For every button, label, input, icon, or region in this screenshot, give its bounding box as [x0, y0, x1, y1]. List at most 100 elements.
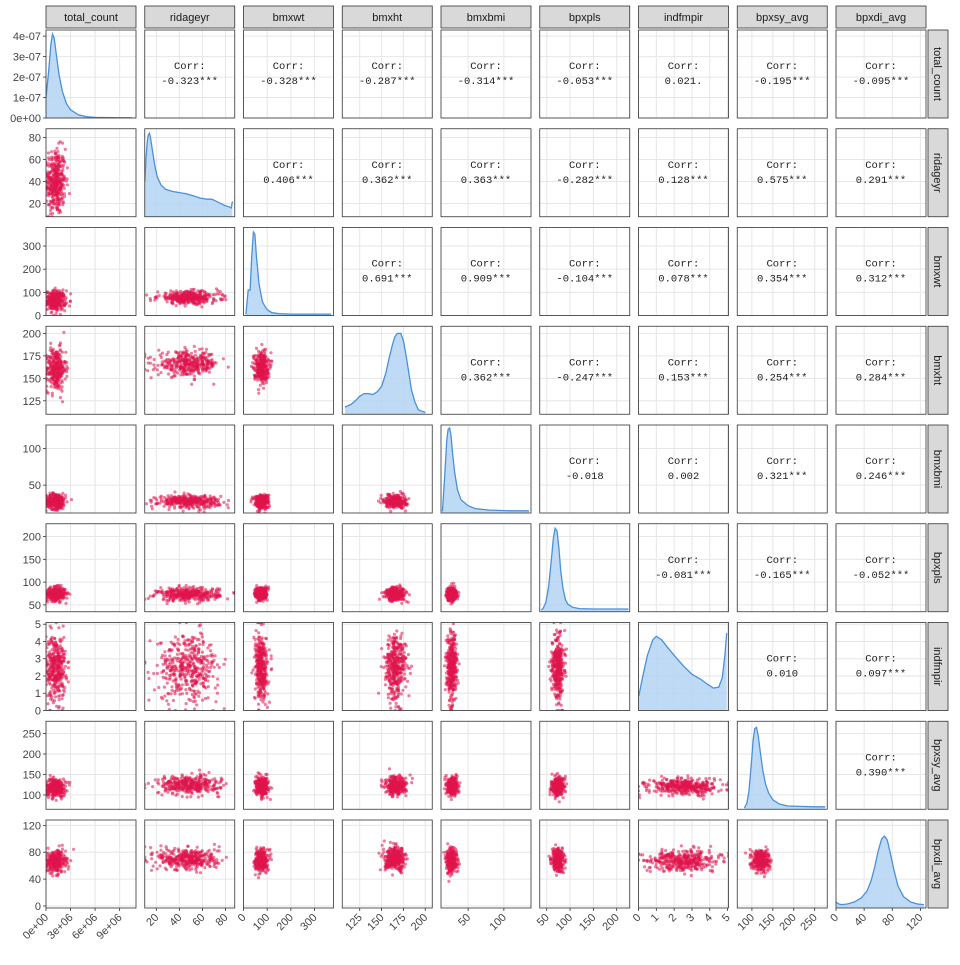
scatter-point — [226, 597, 229, 600]
scatter-point — [53, 190, 56, 193]
scatter-point — [197, 371, 200, 374]
scatter-point — [193, 589, 196, 592]
panel-bmxht-bmxbmi — [441, 326, 531, 414]
scatter-point — [50, 311, 53, 314]
scatter-point — [180, 366, 183, 369]
scatter-point — [211, 675, 214, 678]
scatter-point — [47, 663, 50, 666]
scatter-point — [209, 500, 212, 503]
scatter-point — [147, 677, 150, 680]
scatter-point — [59, 348, 62, 351]
scatter-point — [171, 295, 174, 298]
scatter-point — [222, 357, 225, 360]
scatter-point — [66, 183, 69, 186]
scatter-point — [183, 494, 186, 497]
scatter-point — [53, 356, 56, 359]
scatter-point — [156, 290, 159, 293]
scatter-point — [58, 299, 61, 302]
scatter-point — [181, 683, 184, 686]
scatter-point — [63, 161, 66, 164]
scatter-point — [208, 367, 211, 370]
panel-total_count-bpxdi_avg — [836, 30, 926, 118]
scatter-point — [61, 685, 64, 688]
scatter-point — [201, 593, 204, 596]
scatter-point — [48, 682, 51, 685]
scatter-point — [176, 502, 179, 505]
scatter-point — [206, 591, 209, 594]
scatter-point — [151, 507, 154, 510]
scatter-point — [69, 859, 72, 862]
panel-background — [836, 425, 926, 513]
scatter-point — [167, 508, 170, 511]
scatter-point — [166, 502, 169, 505]
scatter-point — [67, 660, 70, 663]
scatter-point — [60, 375, 63, 378]
scatter-point — [185, 297, 188, 300]
panel-background — [836, 721, 926, 809]
scatter-point — [184, 304, 187, 307]
scatter-point — [184, 602, 187, 605]
scatter-point — [191, 356, 194, 359]
panel-bpxpls-bpxsy_avg — [737, 524, 827, 612]
scatter-point — [64, 377, 67, 380]
scatter-point — [65, 676, 68, 679]
scatter-point — [218, 593, 221, 596]
scatter-point — [51, 180, 54, 183]
scatter-point — [208, 595, 211, 598]
panel-bmxht-indfmpir — [639, 326, 729, 414]
panel-background — [639, 30, 729, 118]
scatter-point — [61, 492, 64, 495]
scatter-point — [201, 347, 204, 350]
scatter-point — [66, 166, 69, 169]
scatter-point — [48, 864, 51, 867]
scatter-point — [59, 852, 62, 855]
panel-bmxbmi-indfmpir — [639, 425, 729, 513]
scatter-point — [64, 602, 67, 605]
scatter-point — [55, 784, 58, 787]
scatter-point — [64, 591, 67, 594]
scatter-point — [150, 499, 153, 502]
scatter-point — [218, 503, 221, 506]
scatter-point — [204, 496, 207, 499]
scatter-point — [184, 590, 187, 593]
scatter-point — [48, 642, 51, 645]
scatter-point — [185, 594, 188, 597]
scatter-point — [58, 353, 61, 356]
scatter-point — [153, 366, 156, 369]
panel-total_count-bpxpls — [540, 30, 630, 118]
scatter-point — [63, 304, 66, 307]
scatter-point — [60, 190, 63, 193]
scatter-point — [53, 502, 56, 505]
scatter-point — [62, 857, 65, 860]
scatter-point — [53, 361, 56, 364]
scatter-point — [52, 662, 55, 665]
scatter-point — [59, 210, 62, 213]
panel-bpxpls-indfmpir — [639, 524, 729, 612]
scatter-point — [166, 595, 169, 598]
scatter-point — [55, 643, 58, 646]
scatter-point — [168, 505, 171, 508]
scatter-point — [54, 298, 57, 301]
scatter-point — [57, 197, 60, 200]
scatter-point — [211, 293, 214, 296]
scatter-point — [55, 184, 58, 187]
panel-total_count-bpxsy_avg — [737, 30, 827, 118]
scatter-point — [163, 496, 166, 499]
panel-bmxht-bpxpls — [540, 326, 630, 414]
scatter-point — [53, 692, 56, 695]
scatter-point — [48, 855, 51, 858]
scatter-point — [45, 200, 48, 203]
scatter-point — [201, 589, 204, 592]
scatter-point — [227, 506, 230, 509]
scatter-point — [50, 356, 53, 359]
scatter-point — [164, 296, 167, 299]
scatter-point — [153, 358, 156, 361]
scatter-point — [189, 370, 192, 373]
scatter-point — [187, 362, 190, 365]
panel-background — [441, 30, 531, 118]
scatter-point — [63, 870, 66, 873]
scatter-point — [195, 597, 198, 600]
scatter-point — [183, 500, 186, 503]
scatter-point — [150, 505, 153, 508]
scatter-point — [176, 638, 179, 641]
